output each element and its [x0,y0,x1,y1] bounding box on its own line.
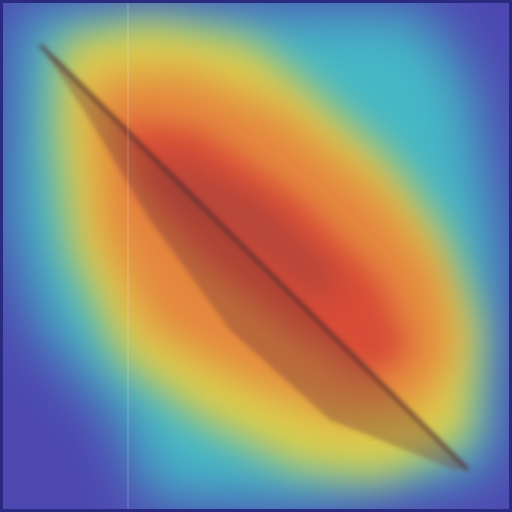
object-edge [38,43,470,472]
object-outline [38,43,470,472]
